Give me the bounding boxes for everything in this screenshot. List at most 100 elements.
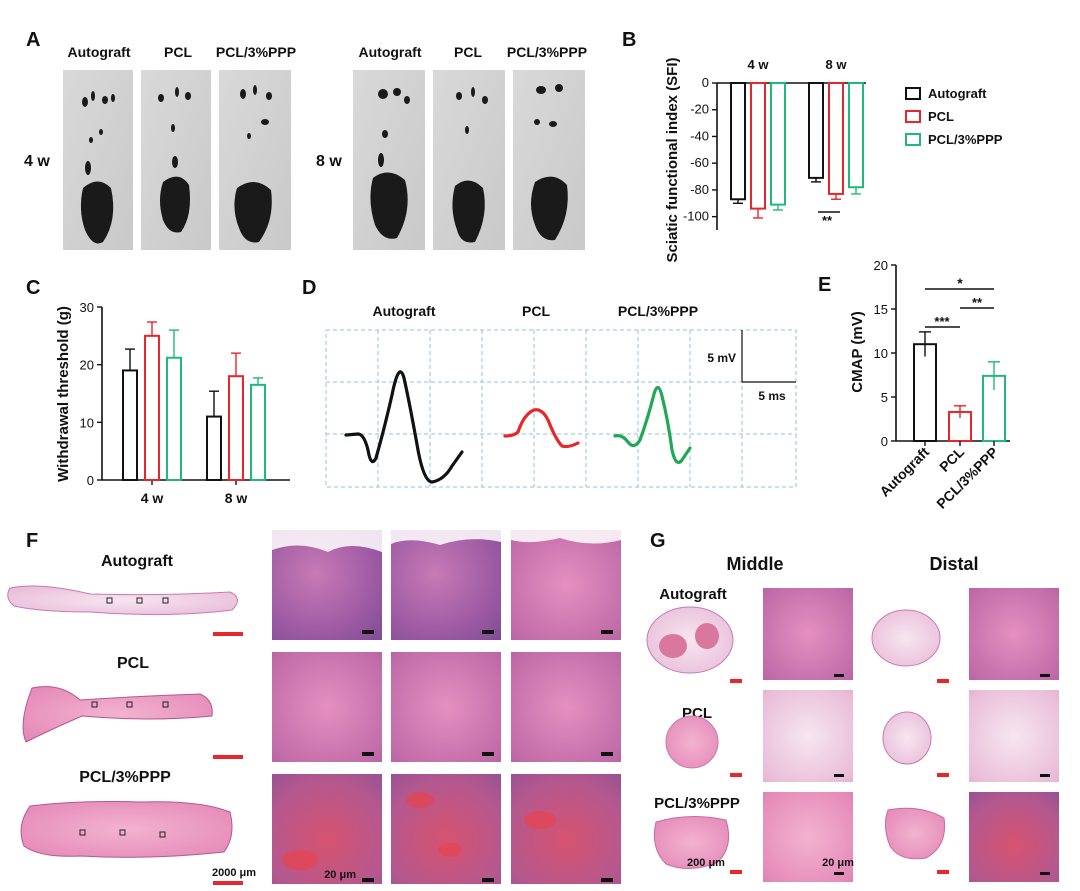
a-label-pcl-right: PCL [454, 44, 482, 60]
panel-a: A Autograft PCL PCL/3%PPP Autograft PCL … [24, 29, 587, 250]
a-label-pcl-left: PCL [164, 44, 192, 60]
section-image [646, 606, 734, 674]
y-tick-label: -60 [690, 155, 709, 170]
panel-letter-d: D [302, 277, 316, 299]
bar [144, 334, 160, 482]
legend-swatch [905, 110, 921, 123]
trace-autograft [344, 370, 464, 484]
micrograph-image [763, 792, 853, 882]
y-axis-label: CMAP (mV) [849, 311, 866, 392]
g-col-middle: Middle [727, 554, 784, 574]
bar [848, 82, 864, 189]
g-scale-bars [730, 674, 1050, 875]
y-tick-label: 0 [881, 434, 888, 449]
y-tick-label: -20 [690, 102, 709, 117]
footprint-images [63, 70, 585, 250]
legend-swatch [905, 133, 921, 146]
panel-c: C 0 10 20 30 Withdrawal threshold (g) 4 w 8 w [26, 277, 290, 506]
g-col-distal: Distal [929, 554, 978, 574]
section-image [653, 815, 730, 869]
significance-marker: ** [972, 295, 983, 310]
micrograph-image [391, 774, 501, 884]
micrograph-image [511, 774, 621, 884]
a-label-ppp-left: PCL/3%PPP [216, 44, 296, 60]
x-tick-label: Autograft [876, 444, 932, 500]
significance-marker: * [957, 275, 963, 291]
y-tick-label: 10 [80, 415, 94, 430]
panel-d: D Autograft PCL PCL/3%PPP 5 mV 5 ms [302, 277, 797, 488]
micrograph-image [511, 652, 621, 762]
a-row-label-4w: 4 w [24, 153, 50, 170]
f-row-label-pcl: PCL [117, 655, 149, 672]
f-row-label-ppp: PCL/3%PPP [79, 769, 171, 786]
f-scale-small-label: 20 μm [324, 869, 356, 881]
d-scale-bar [741, 330, 796, 383]
f-scale-bars-small [362, 630, 613, 882]
x-tick-label: 8 w [225, 490, 248, 506]
footprint-image [219, 70, 291, 250]
x-tick-label: 4 w [141, 490, 164, 506]
micrograph-image [272, 652, 382, 762]
chart-c: 0 10 20 30 Withdrawal threshold (g) 4 w 8 w [55, 300, 290, 506]
panel-letter-a: A [26, 29, 40, 51]
legend-label: PCL [928, 109, 954, 124]
bar [828, 82, 844, 195]
y-tick-label: 5 [881, 390, 888, 405]
panel-letter-b: B [622, 29, 636, 51]
y-tick-label: 0 [87, 473, 94, 488]
bar [808, 82, 824, 179]
y-tick-label: 10 [874, 346, 888, 361]
panel-letter-f: F [26, 530, 38, 552]
f-scale-big-label: 2000 μm [212, 867, 256, 879]
y-axis-label: Sciatic functional index (SFI) [664, 57, 681, 262]
g-scale-big-label: 200 μm [687, 857, 725, 869]
section-image [20, 801, 233, 858]
d-label-autograft: Autograft [373, 303, 436, 319]
x-tick-label: PCL/3%PPP [933, 444, 1001, 512]
section-image [7, 585, 238, 616]
y-tick-label: 20 [80, 358, 94, 373]
footprint-image [141, 70, 211, 250]
micrograph-image [969, 588, 1059, 680]
bar [122, 369, 138, 481]
a-label-autograft-left: Autograft [68, 44, 131, 60]
section-image [884, 807, 946, 860]
bar [228, 375, 244, 482]
y-tick-label: 20 [874, 258, 888, 273]
bar [913, 343, 937, 443]
d-label-pcl: PCL [522, 303, 550, 319]
trace-pcl [503, 408, 580, 449]
micrograph-image [969, 690, 1059, 782]
d-label-ppp: PCL/3%PPP [618, 303, 698, 319]
section-image [871, 609, 941, 667]
f-row-label-autograft: Autograft [101, 553, 174, 570]
y-axis-label: Withdrawal threshold (g) [55, 306, 72, 482]
section-image [882, 711, 932, 765]
micrograph-image [511, 530, 621, 640]
legend-label: Autograft [928, 86, 987, 101]
panel-letter-e: E [818, 274, 831, 296]
y-tick-label: 0 [702, 75, 709, 90]
bar [206, 415, 222, 482]
micrograph-image [969, 792, 1059, 882]
legend-label: PCL/3%PPP [928, 132, 1003, 147]
footprint-image [433, 70, 505, 250]
f-micrographs [272, 530, 621, 884]
y-tick-label: -100 [683, 209, 709, 224]
bar [166, 356, 182, 482]
panel-letter-g: G [650, 530, 666, 552]
significance-marker: *** [934, 314, 950, 329]
bar [730, 82, 746, 201]
footprint-image [63, 70, 133, 250]
category-label: 4 w [748, 57, 770, 72]
micrograph-image [763, 690, 853, 782]
f-longitudinal-sections [7, 585, 238, 858]
section-image [665, 715, 719, 769]
g-scale-small-label: 20 μm [822, 857, 854, 869]
significance-marker: ** [822, 213, 833, 228]
bar [770, 82, 786, 206]
a-label-ppp-right: PCL/3%PPP [507, 44, 587, 60]
